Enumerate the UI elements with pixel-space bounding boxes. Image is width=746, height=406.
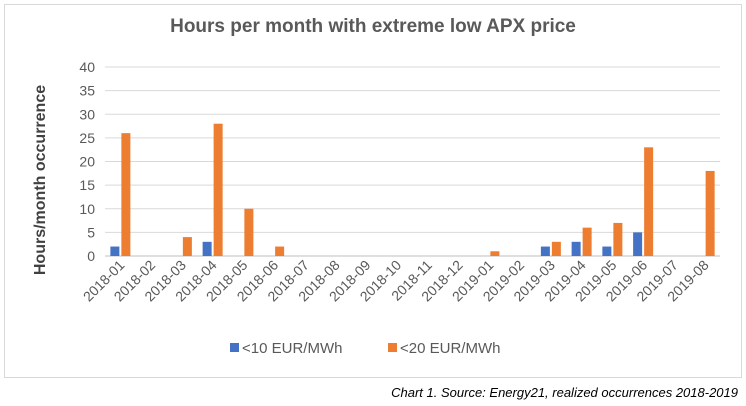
bar-series-2-2018-01 bbox=[121, 133, 131, 256]
x-tick-labels: 2018-012018-022018-032018-042018-052018-… bbox=[80, 257, 712, 305]
y-tick-label: 30 bbox=[79, 106, 95, 122]
bar-series-2-2019-08 bbox=[705, 170, 715, 256]
chart-caption: Chart 1. Source: Energy21, realized occu… bbox=[391, 385, 738, 400]
bar-series-2-2019-03 bbox=[551, 241, 561, 256]
legend-swatch-series-1 bbox=[230, 343, 239, 352]
bar-series-2-2018-03 bbox=[182, 237, 192, 256]
y-tick-label: 35 bbox=[79, 83, 95, 99]
y-tick-label: 15 bbox=[79, 177, 95, 193]
y-tick-label: 40 bbox=[79, 59, 95, 75]
bar-series-1-2019-06 bbox=[633, 232, 643, 256]
bar-series-1-2019-05 bbox=[602, 246, 612, 256]
bar-series-1-2019-04 bbox=[571, 241, 581, 256]
legend: <10 EUR/MWh <20 EUR/MWh bbox=[230, 340, 500, 357]
y-tick-label: 5 bbox=[87, 224, 95, 240]
y-tick-label: 20 bbox=[79, 154, 95, 170]
chart-plot: 0 5 10 15 20 25 30 35 40 2018-012018-022018-0320… bbox=[32, 59, 720, 357]
bar-series-1-2019-03 bbox=[540, 246, 550, 256]
grid-lines bbox=[105, 66, 720, 257]
y-axis-label: Hours/month occurrence bbox=[32, 85, 49, 275]
legend-label-series-2: <20 EUR/MWh bbox=[400, 340, 500, 357]
y-tick-label: 25 bbox=[79, 130, 95, 146]
legend-label-series-1: <10 EUR/MWh bbox=[242, 340, 342, 357]
bars bbox=[110, 123, 715, 256]
bar-series-2-2018-04 bbox=[213, 123, 223, 256]
chart-title: Hours per month with extreme low APX pri… bbox=[170, 16, 576, 37]
bar-series-2-2019-06 bbox=[644, 147, 654, 256]
bar-series-1-2018-01 bbox=[110, 246, 120, 256]
bar-series-2-2018-05 bbox=[244, 208, 254, 256]
legend-swatch-series-2 bbox=[388, 343, 397, 352]
y-tick-labels: 0 5 10 15 20 25 30 35 40 bbox=[79, 59, 95, 264]
bar-series-2-2019-05 bbox=[613, 222, 623, 256]
bar-series-2-2018-06 bbox=[275, 246, 285, 256]
bar-series-1-2018-04 bbox=[202, 241, 212, 256]
bar-series-2-2019-04 bbox=[582, 227, 592, 256]
y-tick-label: 10 bbox=[79, 201, 95, 217]
y-tick-label: 0 bbox=[87, 248, 95, 264]
bar-series-2-2019-01 bbox=[490, 251, 500, 256]
